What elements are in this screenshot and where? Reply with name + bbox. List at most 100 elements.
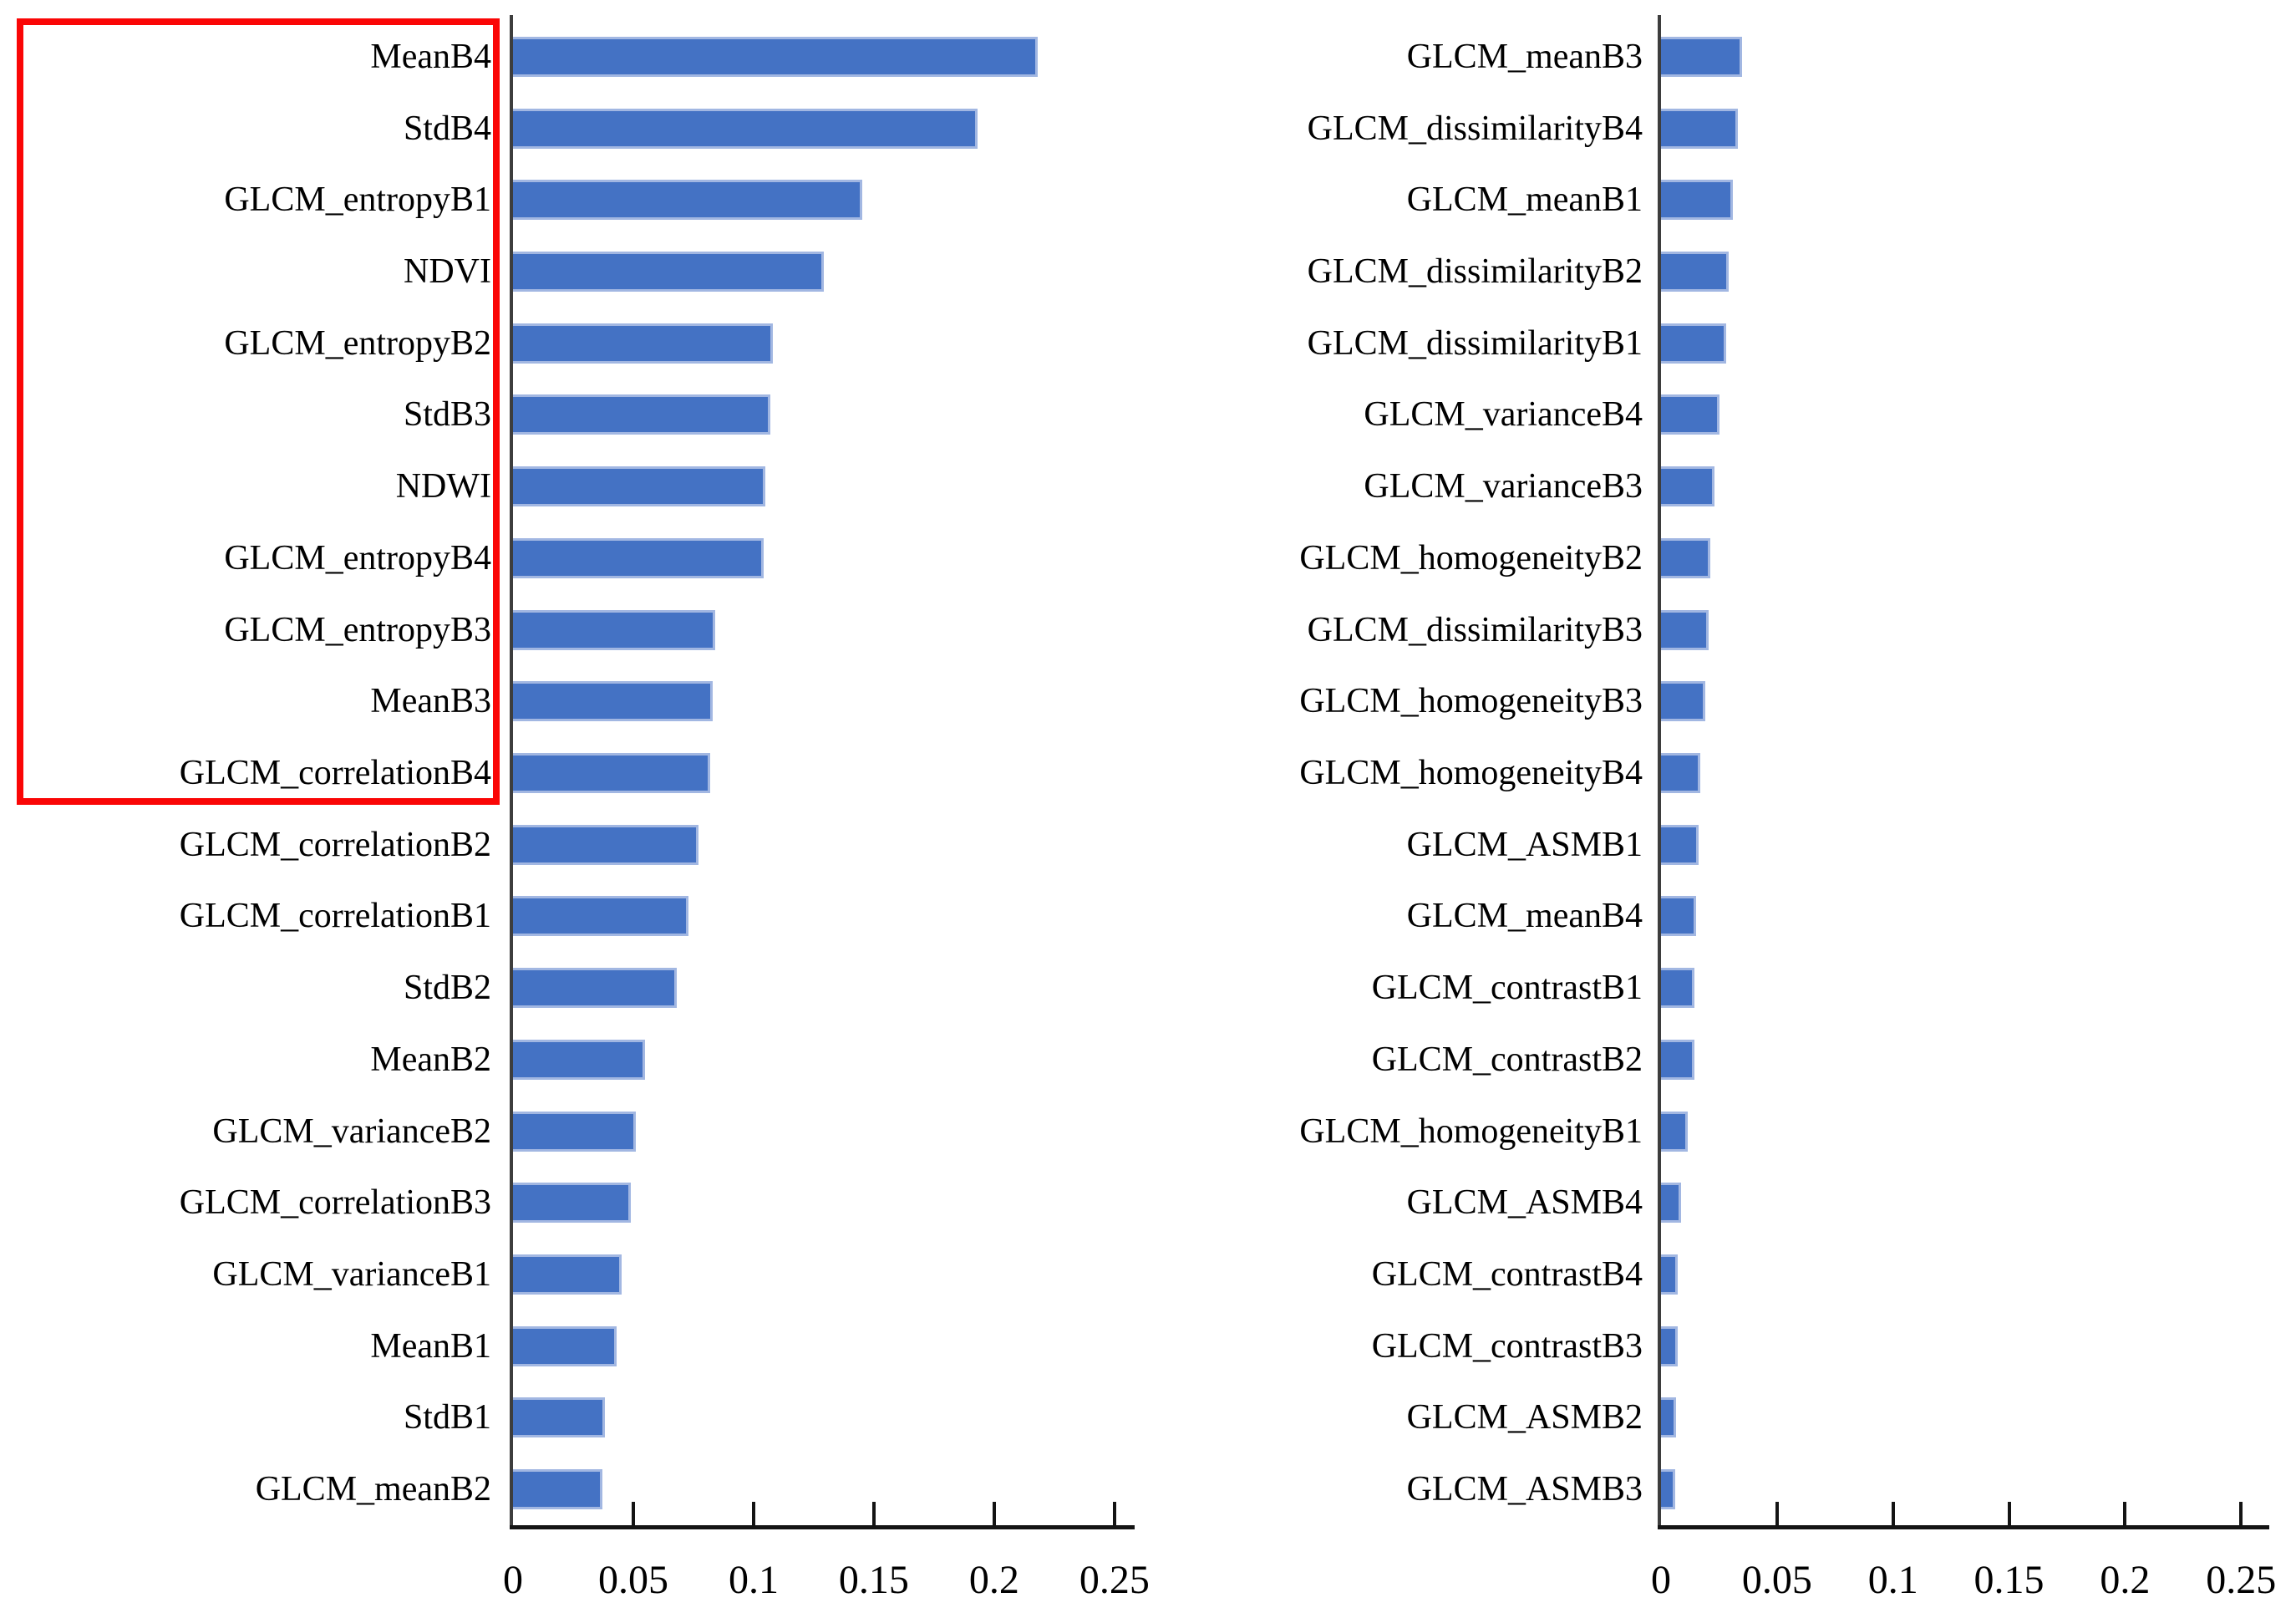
right-bar-row [1661,93,2264,165]
left-panel-y-axis-line [510,15,513,1529]
left-bar-row [513,1096,1131,1168]
right-bar-row [1661,1167,2264,1239]
bar-GLCM_varianceB3 [1661,466,1715,507]
left-label-GLCM_entropyB2: GLCM_entropyB2 [224,323,491,363]
right-bar-row [1661,594,2264,666]
right-label-GLCM_varianceB4: GLCM_varianceB4 [1364,395,1643,435]
left-bar-row [513,308,1131,379]
selected-features-highlight-box [17,18,500,805]
left-label-MeanB3: MeanB3 [370,682,491,721]
left-bar-row [513,594,1131,666]
bar-GLCM_homogeneityB3 [1661,681,1705,722]
right-panel-y-axis-line [1658,15,1661,1529]
right-label-GLCM_ASMB4: GLCM_ASMB4 [1406,1183,1643,1223]
bar-GLCM_varianceB1 [513,1254,622,1295]
left-bar-row [513,1239,1131,1310]
bar-GLCM_dissimilarityB2 [1661,251,1729,292]
bar-GLCM_homogeneityB4 [1661,752,1701,793]
bar-StdB3 [513,394,771,435]
left-label-GLCM_entropyB1: GLCM_entropyB1 [224,181,491,220]
right-label-GLCM_dissimilarityB2: GLCM_dissimilarityB2 [1307,252,1643,291]
right-bar-row [1661,665,2264,737]
right-label-GLCM_homogeneityB2: GLCM_homogeneityB2 [1299,538,1643,577]
left-label-GLCM_entropyB4: GLCM_entropyB4 [224,538,491,577]
bar-GLCM_correlationB1 [513,896,689,937]
left-tick-0.05 [631,1502,635,1525]
right-panel-x-axis-line [1658,1525,2269,1529]
left-bar-row [513,665,1131,737]
bar-GLCM_meanB3 [1661,36,1743,77]
bar-GLCM_ASMB3 [1661,1469,1675,1510]
right-bar-row [1661,1453,2264,1525]
bar-GLCM_contrastB1 [1661,968,1695,1009]
right-label-GLCM_homogeneityB1: GLCM_homogeneityB1 [1299,1112,1643,1151]
bar-GLCM_contrastB3 [1661,1325,1678,1366]
right-tick-0.05 [1775,1502,1779,1525]
bar-GLCM_homogeneityB1 [1661,1111,1689,1152]
right-panel-x-tick-labels: 0 0.05 0.1 0.15 0.2 0.25 [1651,1556,2276,1615]
right-bar-row [1661,164,2264,236]
bar-GLCM_meanB4 [1661,896,1696,937]
left-label-GLCM_meanB2: GLCM_meanB2 [255,1470,491,1509]
left-panel-x-tick-marks [513,1502,1131,1525]
bar-GLCM_varianceB2 [513,1111,636,1152]
right-label-GLCM_contrastB3: GLCM_contrastB3 [1371,1326,1643,1366]
left-bar-row [513,881,1131,953]
left-label-MeanB4: MeanB4 [370,37,491,76]
right-bar-row [1661,236,2264,308]
left-label-GLCM_correlationB4: GLCM_correlationB4 [179,753,491,792]
left-label-GLCM_varianceB1: GLCM_varianceB1 [212,1254,491,1294]
bar-GLCM_ASMB2 [1661,1397,1677,1438]
left-bar-row [513,164,1131,236]
right-label-GLCM_varianceB3: GLCM_varianceB3 [1364,467,1643,506]
bar-StdB1 [513,1397,605,1438]
bar-NDVI [513,251,824,292]
bar-GLCM_dissimilarityB1 [1661,323,1726,364]
right-label-GLCM_contrastB4: GLCM_contrastB4 [1371,1254,1643,1294]
bar-GLCM_varianceB4 [1661,394,1719,435]
right-panel-bars [1661,21,2264,1525]
left-tick-0.15 [871,1502,876,1525]
left-bar-row [513,93,1131,165]
left-bar-row [513,236,1131,308]
bar-GLCM_dissimilarityB3 [1661,609,1709,650]
bar-GLCM_correlationB4 [513,752,711,793]
left-label-StdB2: StdB2 [403,969,491,1008]
left-label-GLCM_correlationB3: GLCM_correlationB3 [179,1183,491,1223]
left-panel-bars [513,21,1131,1525]
left-tick-label-0: 0 [503,1558,523,1602]
bar-GLCM_correlationB3 [513,1183,632,1224]
right-bar-row [1661,1382,2264,1454]
right-label-GLCM_meanB3: GLCM_meanB3 [1406,37,1643,76]
left-bar-row [513,450,1131,522]
bar-GLCM_homogeneityB2 [1661,537,1710,578]
right-label-GLCM_contrastB2: GLCM_contrastB2 [1371,1040,1643,1079]
left-bar-row [513,522,1131,594]
bar-GLCM_entropyB3 [513,609,715,650]
bar-StdB4 [513,108,978,149]
left-label-NDWI: NDWI [395,467,491,506]
left-tick-0.1 [751,1502,755,1525]
right-tick-0.15 [2007,1502,2011,1525]
left-tick-0.25 [1112,1502,1116,1525]
bar-GLCM_contrastB4 [1661,1254,1678,1295]
bar-MeanB1 [513,1325,617,1366]
right-bar-row [1661,379,2264,451]
right-panel-x-tick-marks [1661,1502,2264,1525]
left-bar-row [513,1382,1131,1454]
left-bar-row [513,1453,1131,1525]
right-label-GLCM_homogeneityB3: GLCM_homogeneityB3 [1299,682,1643,721]
left-panel-x-axis-line [510,1525,1135,1529]
left-tick-label-0.25: 0.25 [1079,1558,1150,1602]
bar-MeanB4 [513,36,1038,77]
right-bar-row [1661,308,2264,379]
left-label-GLCM_varianceB2: GLCM_varianceB2 [212,1112,491,1151]
bar-GLCM_entropyB2 [513,323,774,364]
left-bar-row [513,21,1131,93]
left-bar-row [513,809,1131,881]
right-bar-row [1661,21,2264,93]
right-bar-row [1661,1239,2264,1310]
left-panel-category-labels: MeanB4 StdB4 GLCM_entropyB1 NDVI GLCM_entrop… [0,21,500,1525]
left-bar-row [513,1310,1131,1382]
